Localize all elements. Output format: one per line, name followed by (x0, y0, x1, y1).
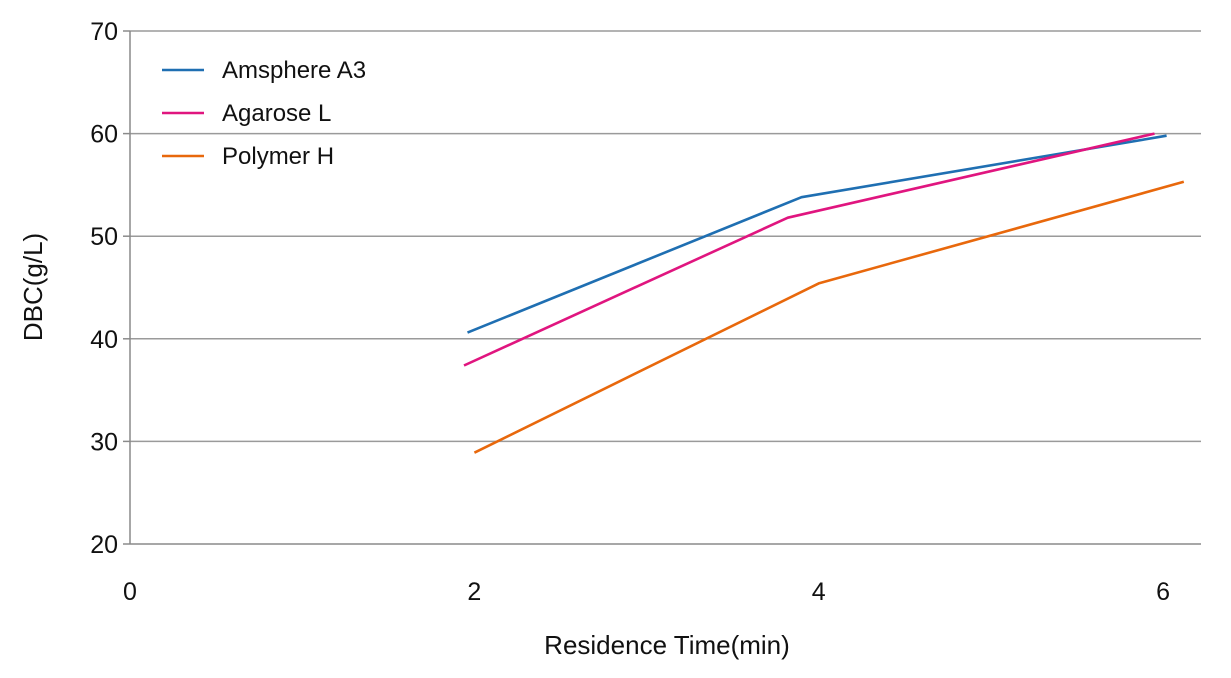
x-axis-ticks: 0 2 4 6 (123, 578, 1170, 606)
y-axis-ticks: 20 30 40 50 60 70 (90, 18, 130, 559)
legend: Amsphere A3 Agarose L Polymer H (162, 57, 366, 170)
legend-label: Polymer H (222, 143, 334, 170)
y-axis-title: DBC(g/L) (18, 233, 48, 341)
y-tick-label: 60 (90, 121, 118, 149)
series-lines (463, 132, 1185, 454)
legend-label: Agarose L (222, 100, 331, 127)
x-axis-title: Residence Time(min) (544, 630, 790, 660)
legend-label: Amsphere A3 (222, 57, 366, 84)
x-tick-label: 2 (467, 578, 481, 606)
y-tick-label: 30 (90, 428, 118, 456)
y-tick-label: 40 (90, 326, 118, 354)
axes (129, 31, 1201, 545)
x-tick-label: 6 (1156, 578, 1170, 606)
y-tick-label: 20 (90, 531, 118, 559)
series-line-agarose-l (463, 132, 1155, 367)
y-tick-label: 50 (90, 223, 118, 251)
series-line-polymer-h (473, 180, 1185, 454)
x-tick-label: 0 (123, 578, 137, 606)
x-tick-label: 4 (812, 578, 826, 606)
y-tick-label: 70 (90, 18, 118, 46)
series-line-amsphere-a3 (467, 134, 1167, 334)
grid-lines (130, 30, 1201, 443)
